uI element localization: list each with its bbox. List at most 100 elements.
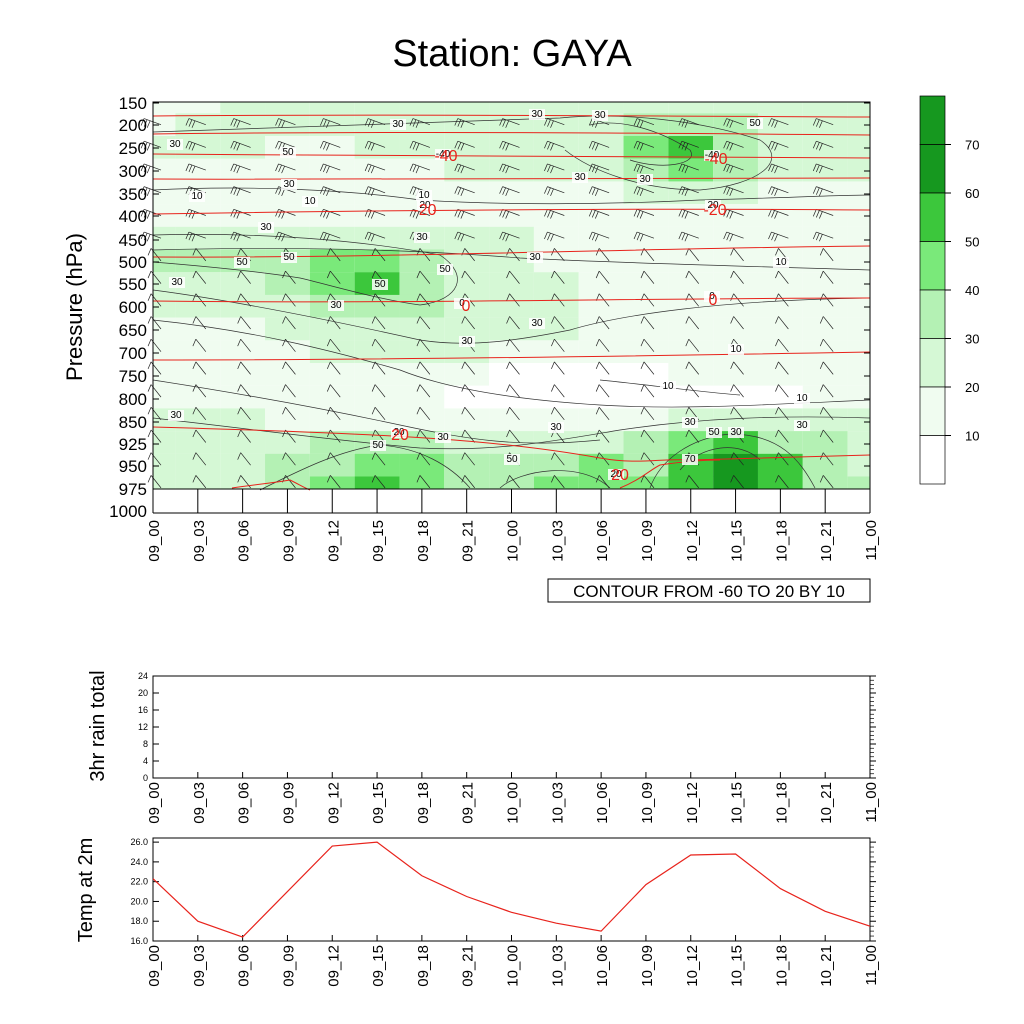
wind-barb-feather xyxy=(506,248,510,256)
wind-barb xyxy=(778,316,789,330)
wind-barb-feather xyxy=(595,452,600,460)
shading-cell xyxy=(847,363,870,386)
section-y-tick-label: 200 xyxy=(119,116,147,135)
shading-cell xyxy=(153,317,176,341)
wind-barb-feather xyxy=(275,186,279,194)
rain-x-tick-label: 09_18 xyxy=(415,782,432,824)
wind-barb-feather xyxy=(237,316,242,324)
wind-barb-feather xyxy=(192,361,197,370)
wind-barb xyxy=(554,270,565,284)
wind-barb xyxy=(285,270,296,284)
wind-barb-feather xyxy=(499,141,503,149)
contour-label-bg xyxy=(169,277,185,288)
wind-barb-feather xyxy=(547,233,551,241)
wind-barb xyxy=(822,316,834,330)
wind-barb-feather xyxy=(591,233,596,241)
shading-cell xyxy=(578,431,624,454)
isotherm-line xyxy=(152,208,871,215)
section-y-tick-label: 975 xyxy=(119,480,147,499)
wind-barb-feather xyxy=(544,209,548,217)
temperature-x-tick-label: 09_00 xyxy=(146,945,163,987)
contour-label: 30 xyxy=(170,410,182,421)
shading-cell xyxy=(668,476,714,489)
shading-cell xyxy=(265,204,310,227)
wind-barb-feather xyxy=(547,187,551,195)
shading-cell xyxy=(354,136,400,159)
shading-cell xyxy=(444,136,490,159)
wind-barb-feather xyxy=(282,384,286,392)
wind-barb-feather xyxy=(326,166,330,174)
wind-barb xyxy=(240,293,251,307)
wind-barb-feather xyxy=(370,166,375,174)
wind-barb-feather xyxy=(819,188,823,196)
shading-cell xyxy=(153,476,176,489)
colorbar-label: 60 xyxy=(965,186,979,201)
section-x-tick-label: 09_18 xyxy=(415,520,432,562)
rain-y-tick-label: 8 xyxy=(143,739,148,749)
rain-y-tick-label: 0 xyxy=(143,773,148,783)
wind-barb-feather xyxy=(775,361,779,370)
wind-barb xyxy=(554,407,565,421)
wind-barb-feather xyxy=(812,141,817,149)
wind-barb xyxy=(464,384,475,398)
wind-barb xyxy=(688,361,700,375)
wind-barb xyxy=(643,270,655,284)
wind-barb xyxy=(419,384,431,398)
wind-barb xyxy=(195,407,207,421)
wind-barb-feather xyxy=(192,452,197,460)
wind-barb-feather xyxy=(415,143,420,151)
contour-label-bg xyxy=(773,257,789,268)
wind-barb-feather xyxy=(768,163,772,172)
wind-barb-feather xyxy=(409,163,414,172)
wind-barb xyxy=(419,407,431,421)
contour-label-bg xyxy=(728,427,744,438)
shading-cell xyxy=(757,385,803,409)
shading-cell xyxy=(757,102,803,114)
shading-cell xyxy=(444,272,490,295)
wind-barb-feather xyxy=(771,187,775,195)
shading-cell xyxy=(175,363,221,386)
wind-barb xyxy=(419,429,431,443)
wind-barb xyxy=(733,475,744,489)
wind-barb-feather xyxy=(326,270,331,279)
wind-barb xyxy=(509,429,520,443)
shading-cell xyxy=(309,272,355,295)
contour-label-bg xyxy=(391,427,407,438)
wind-barb-feather xyxy=(678,209,683,217)
wind-barb xyxy=(374,452,386,466)
wind-barb xyxy=(240,270,251,284)
contour-label-bg xyxy=(414,232,430,243)
wind-barb-feather xyxy=(633,186,638,194)
contour-label-bg xyxy=(660,381,676,392)
wind-barb-feather xyxy=(146,120,151,128)
temperature-y-axis-label: Temp at 2m xyxy=(75,838,97,942)
wind-barb-feather xyxy=(367,210,372,218)
wind-barb-feather xyxy=(819,234,823,242)
wind-barb xyxy=(195,248,207,262)
wind-barb xyxy=(240,338,251,352)
wind-barb-feather xyxy=(146,166,151,174)
wind-barb-feather xyxy=(371,270,376,279)
wind-barb-feather xyxy=(320,118,324,126)
shading-cell xyxy=(354,158,400,182)
wind-barb-feather xyxy=(143,233,148,241)
wind-barb xyxy=(374,475,386,489)
wind-barb-feather xyxy=(230,231,235,240)
shading-cell xyxy=(309,204,355,227)
wind-barb-feather xyxy=(275,231,279,240)
wind-barb-feather xyxy=(723,209,727,217)
wind-barb xyxy=(285,316,296,330)
shading-cell xyxy=(175,204,221,227)
wind-barb xyxy=(733,293,744,307)
wind-barb-feather xyxy=(816,210,820,218)
wind-barb-feather xyxy=(506,361,510,370)
shading-cell xyxy=(175,453,221,477)
contour-label: 30 xyxy=(550,422,562,433)
shading-cell xyxy=(265,363,310,386)
wind-barb-feather xyxy=(819,339,824,347)
rain-x-tick-label: 10_21 xyxy=(818,782,835,824)
wind-barb-feather xyxy=(454,163,459,172)
contour-label: 0 xyxy=(459,298,465,309)
wind-barb-feather xyxy=(237,407,242,415)
